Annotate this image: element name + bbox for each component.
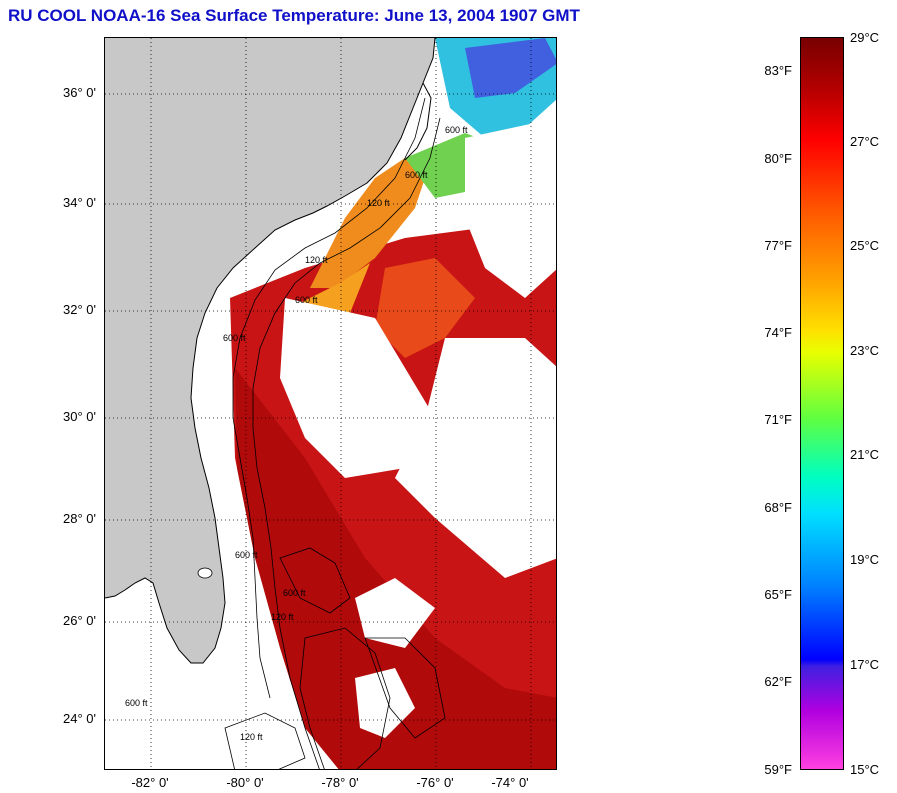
lat-tick-label: 32° 0'	[63, 302, 96, 317]
sst-map-canvas: 120 ft 600 ft 600 ft 120 ft 600 ft 600 f…	[105, 38, 556, 769]
fahrenheit-tick-label: 83°F	[764, 63, 792, 78]
celsius-tick-label: 23°C	[850, 343, 880, 358]
sst-map[interactable]: 120 ft 600 ft 600 ft 120 ft 600 ft 600 f…	[104, 37, 557, 770]
contour-label: 600 ft	[223, 333, 246, 343]
contour-label: 600 ft	[295, 295, 318, 305]
contour-120ft	[232, 97, 426, 699]
celsius-tick-label: 15°C	[850, 762, 880, 777]
bahamas-bank-east	[364, 637, 446, 739]
gulf-stream	[235, 368, 556, 769]
contour-label: 600 ft	[235, 550, 258, 560]
map-title: RU COOL NOAA-16 Sea Surface Temperature:…	[8, 6, 580, 25]
lat-tick-label: 26° 0'	[63, 613, 96, 628]
shelf-water-carolina	[310, 148, 435, 288]
contour-label: 120 ft	[367, 198, 390, 208]
celsius-tick-label: 21°C	[850, 447, 880, 462]
coastline	[105, 38, 436, 664]
celsius-tick-label: 17°C	[850, 657, 880, 672]
contour-label: 120 ft	[240, 732, 263, 742]
celsius-tick-label: 27°C	[850, 134, 880, 149]
land-southeast-us	[105, 38, 435, 663]
contour-label: 600 ft	[283, 588, 306, 598]
cloud-field-east	[395, 338, 556, 578]
contour-label: 120 ft	[305, 255, 328, 265]
contour-label: 600 ft	[445, 125, 468, 135]
celsius-tick-label: 29°C	[850, 30, 880, 45]
fahrenheit-tick-label: 59°F	[764, 762, 792, 777]
contour-label: 600 ft	[405, 170, 428, 180]
fahrenheit-tick-label: 65°F	[764, 587, 792, 602]
lat-tick-label: 24° 0'	[63, 711, 96, 726]
fahrenheit-tick-label: 68°F	[764, 500, 792, 515]
contour-label: 120 ft	[271, 612, 294, 622]
bahamas-bank-great	[299, 627, 391, 769]
fahrenheit-tick-label: 71°F	[764, 412, 792, 427]
lon-tick-label: -82° 0'	[131, 775, 169, 790]
lon-tick-label: -74° 0'	[491, 775, 529, 790]
lat-tick-label: 30° 0'	[63, 409, 96, 424]
cloud-patch-south	[355, 578, 435, 648]
lon-tick-label: -78° 0'	[321, 775, 359, 790]
lat-tick-label: 34° 0'	[63, 195, 96, 210]
fahrenheit-tick-label: 74°F	[764, 325, 792, 340]
lat-tick-label: 36° 0'	[63, 85, 96, 100]
fahrenheit-tick-label: 77°F	[764, 238, 792, 253]
bahamas-bank-north	[279, 547, 351, 614]
celsius-tick-label: 19°C	[850, 552, 880, 567]
fahrenheit-tick-label: 80°F	[764, 151, 792, 166]
lake-okeechobee	[197, 567, 213, 579]
contour-600ft	[252, 117, 441, 769]
cuba-coast	[224, 712, 306, 769]
outer-banks	[404, 82, 432, 161]
lon-tick-label: -80° 0'	[226, 775, 264, 790]
lat-tick-label: 28° 0'	[63, 511, 96, 526]
contour-label: 600 ft	[125, 698, 148, 708]
colorbar-gradient	[801, 38, 843, 769]
temperature-colorbar	[800, 37, 844, 770]
fahrenheit-tick-label: 62°F	[764, 674, 792, 689]
mixed-water-patch	[375, 258, 475, 358]
cool-water-band	[465, 38, 556, 98]
celsius-tick-label: 25°C	[850, 238, 880, 253]
cloud-field-central	[280, 298, 435, 478]
lon-tick-label: -76° 0'	[416, 775, 454, 790]
cloud-field-north	[465, 118, 556, 298]
